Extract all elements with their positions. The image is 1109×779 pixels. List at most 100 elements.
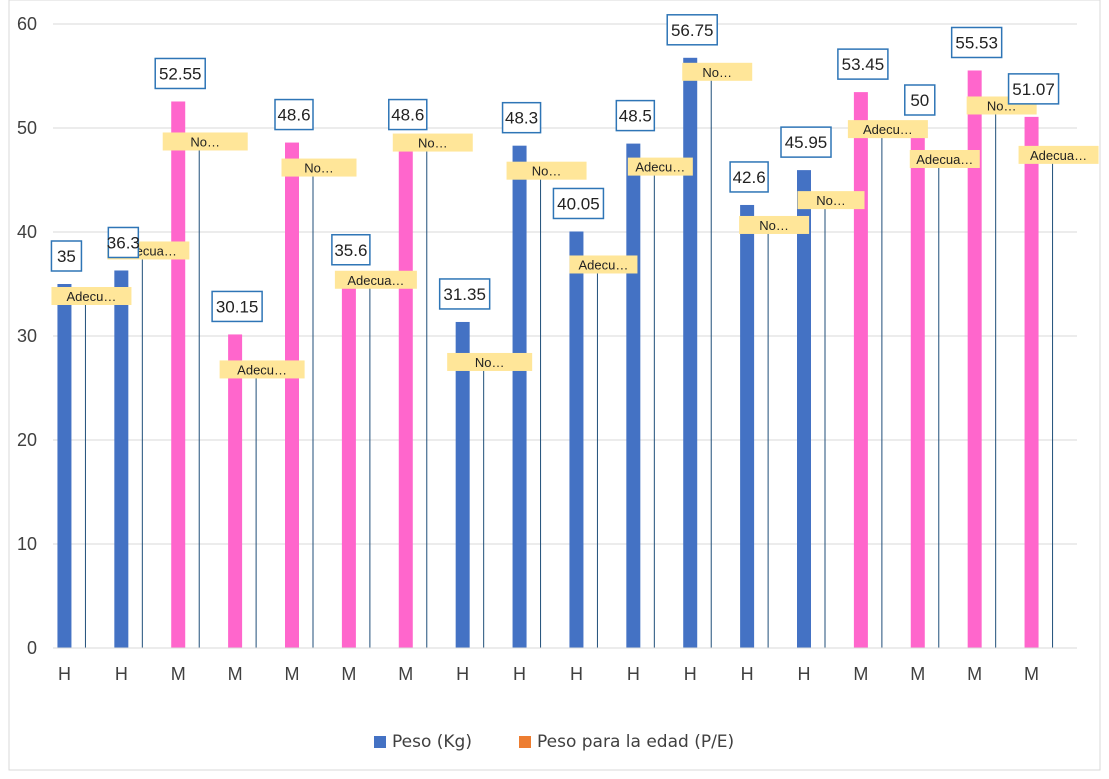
category-label-box: [51, 287, 132, 305]
category-label: Adecu…: [67, 289, 117, 304]
bar: [683, 57, 698, 649]
value-label-box: [331, 234, 371, 266]
category-label-box: [909, 150, 980, 168]
y-tick-label: 50: [17, 118, 37, 138]
value-label: 48.6: [277, 106, 310, 125]
category-label-box: [447, 352, 533, 371]
category-label-box: [334, 270, 417, 289]
category-label-box: [569, 255, 638, 274]
bar: [57, 284, 72, 648]
legend-swatch[interactable]: [519, 736, 531, 748]
bar: [910, 128, 925, 648]
category-label: No…: [475, 355, 505, 370]
value-label: 45.95: [785, 133, 828, 152]
x-tick-label: H: [570, 664, 583, 684]
value-label: 51.07: [1012, 80, 1055, 99]
value-label-box: [615, 99, 656, 132]
value-label-box: [904, 84, 936, 116]
category-label-box: [627, 157, 693, 176]
value-label-box: [274, 98, 314, 131]
bar: [512, 145, 527, 648]
value-label: 50: [910, 91, 929, 110]
category-label: No…: [304, 161, 334, 176]
legend-swatch[interactable]: [374, 736, 386, 748]
bar: [740, 204, 755, 648]
value-label-box: [501, 101, 542, 134]
bar: [626, 143, 641, 648]
category-label: Adecu…: [635, 160, 685, 175]
x-tick-label: M: [910, 664, 925, 684]
value-label-box: [211, 290, 263, 323]
leader-lines: [84, 71, 1054, 648]
category-label-box: [1018, 145, 1099, 164]
category-label-box: [847, 120, 928, 139]
value-label-box: [950, 26, 1003, 59]
x-tick-label: H: [115, 664, 128, 684]
category-label: Adecua…: [916, 152, 973, 167]
x-tick-label: H: [513, 664, 526, 684]
x-tick-label: M: [285, 664, 300, 684]
value-label-box: [1007, 73, 1060, 105]
value-label: 55.53: [955, 33, 998, 52]
data-labels: Adecu… 35 Adecua… 36.3 No… 52.55 Adecu… 30.15 No…: [50, 14, 1099, 379]
legend[interactable]: Peso (Kg) Peso para la edad (P/E): [374, 732, 734, 752]
category-label: No…: [532, 164, 562, 179]
bar: [398, 142, 413, 648]
x-tick-label: H: [741, 664, 754, 684]
bar: [285, 142, 299, 648]
value-label: 53.45: [842, 55, 885, 74]
bar: [341, 277, 356, 648]
y-tick-label: 40: [17, 222, 37, 242]
legend-label[interactable]: Peso (Kg): [392, 732, 472, 752]
value-label: 30.15: [216, 297, 259, 316]
category-label: Adecua…: [1030, 148, 1087, 163]
value-label-box: [780, 126, 832, 158]
x-tick-label: M: [228, 664, 243, 684]
x-tick-label: M: [341, 664, 356, 684]
bar: [171, 101, 186, 649]
value-label-box: [388, 98, 428, 131]
y-tick-label: 20: [17, 430, 37, 450]
bar: [797, 170, 811, 648]
x-tick-label: M: [853, 664, 868, 684]
category-label-box: [797, 191, 865, 210]
x-tick-label: H: [684, 664, 697, 684]
y-axis: 0 10 20 30 40 50 60: [17, 14, 37, 658]
value-label: 40.05: [557, 194, 600, 213]
value-label: 36.3: [107, 233, 140, 252]
category-label: No…: [418, 136, 448, 151]
x-tick-label: H: [456, 664, 469, 684]
category-label-box: [281, 158, 357, 177]
x-tick-label: M: [1024, 664, 1039, 684]
bar: [114, 270, 129, 648]
category-label-box: [162, 132, 248, 151]
value-label-box: [837, 48, 889, 80]
legend-label[interactable]: Peso para la edad (P/E): [537, 732, 734, 752]
value-label-box: [729, 161, 769, 193]
y-tick-label: 0: [27, 638, 37, 658]
bar: [967, 70, 982, 649]
x-tick-label: H: [58, 664, 71, 684]
category-label: Adecu…: [237, 362, 287, 377]
category-label-box: [739, 215, 810, 234]
category-label: Adecua…: [347, 273, 404, 288]
value-label: 31.35: [443, 285, 486, 304]
bar: [853, 92, 868, 649]
y-tick-label: 60: [17, 14, 37, 34]
value-label-box: [666, 14, 718, 46]
x-tick-label: M: [967, 664, 982, 684]
category-label: No…: [816, 193, 846, 208]
category-label-box: [682, 62, 753, 81]
x-tick-label: M: [398, 664, 413, 684]
bar: [455, 321, 470, 648]
bar: [228, 334, 243, 648]
value-label-box: [154, 57, 206, 90]
value-label-box: [50, 240, 83, 272]
y-tick-label: 30: [17, 326, 37, 346]
category-label: No…: [759, 218, 789, 233]
value-label: 48.5: [619, 107, 652, 126]
x-tick-label: H: [627, 664, 640, 684]
value-label: 56.75: [671, 21, 714, 40]
category-label: Adecu…: [579, 257, 629, 272]
